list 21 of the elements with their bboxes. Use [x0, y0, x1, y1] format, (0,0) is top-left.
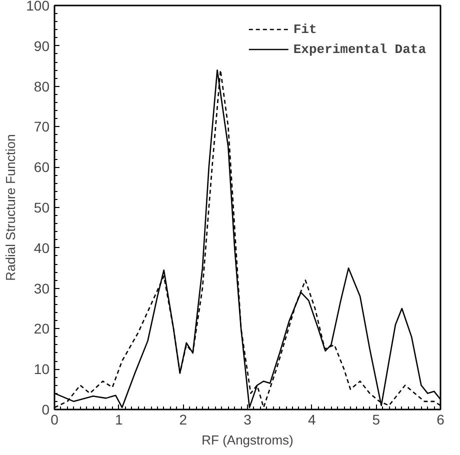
y-tick-label: 30 — [34, 280, 50, 296]
y-tick-label: 70 — [34, 118, 50, 135]
x-tick-label: 5 — [372, 412, 380, 428]
y-tick-label: 90 — [34, 38, 50, 54]
y-tick-label: 20 — [34, 320, 50, 337]
y-axis-title: Radial Structure Function — [3, 134, 18, 281]
y-tick-label: 50 — [34, 200, 50, 216]
x-tick-label: 1 — [114, 412, 123, 428]
x-tick-label: 4 — [308, 412, 316, 428]
x-axis-title: RF (Angstroms) — [202, 432, 294, 448]
x-tick-label: 3 — [244, 412, 252, 428]
legend-label: Fit — [293, 22, 317, 36]
x-tick-label: 2 — [179, 412, 188, 428]
y-tick-label: 60 — [34, 159, 50, 176]
y-tick-label: 80 — [34, 78, 50, 94]
y-tick-label: 10 — [34, 361, 50, 378]
y-tick-label: 0 — [42, 402, 50, 418]
legend-label: Experimental Data — [293, 42, 426, 56]
y-tick-label: 100 — [26, 0, 50, 14]
y-tick-label: 40 — [34, 240, 50, 256]
x-tick-label: 6 — [436, 412, 445, 428]
